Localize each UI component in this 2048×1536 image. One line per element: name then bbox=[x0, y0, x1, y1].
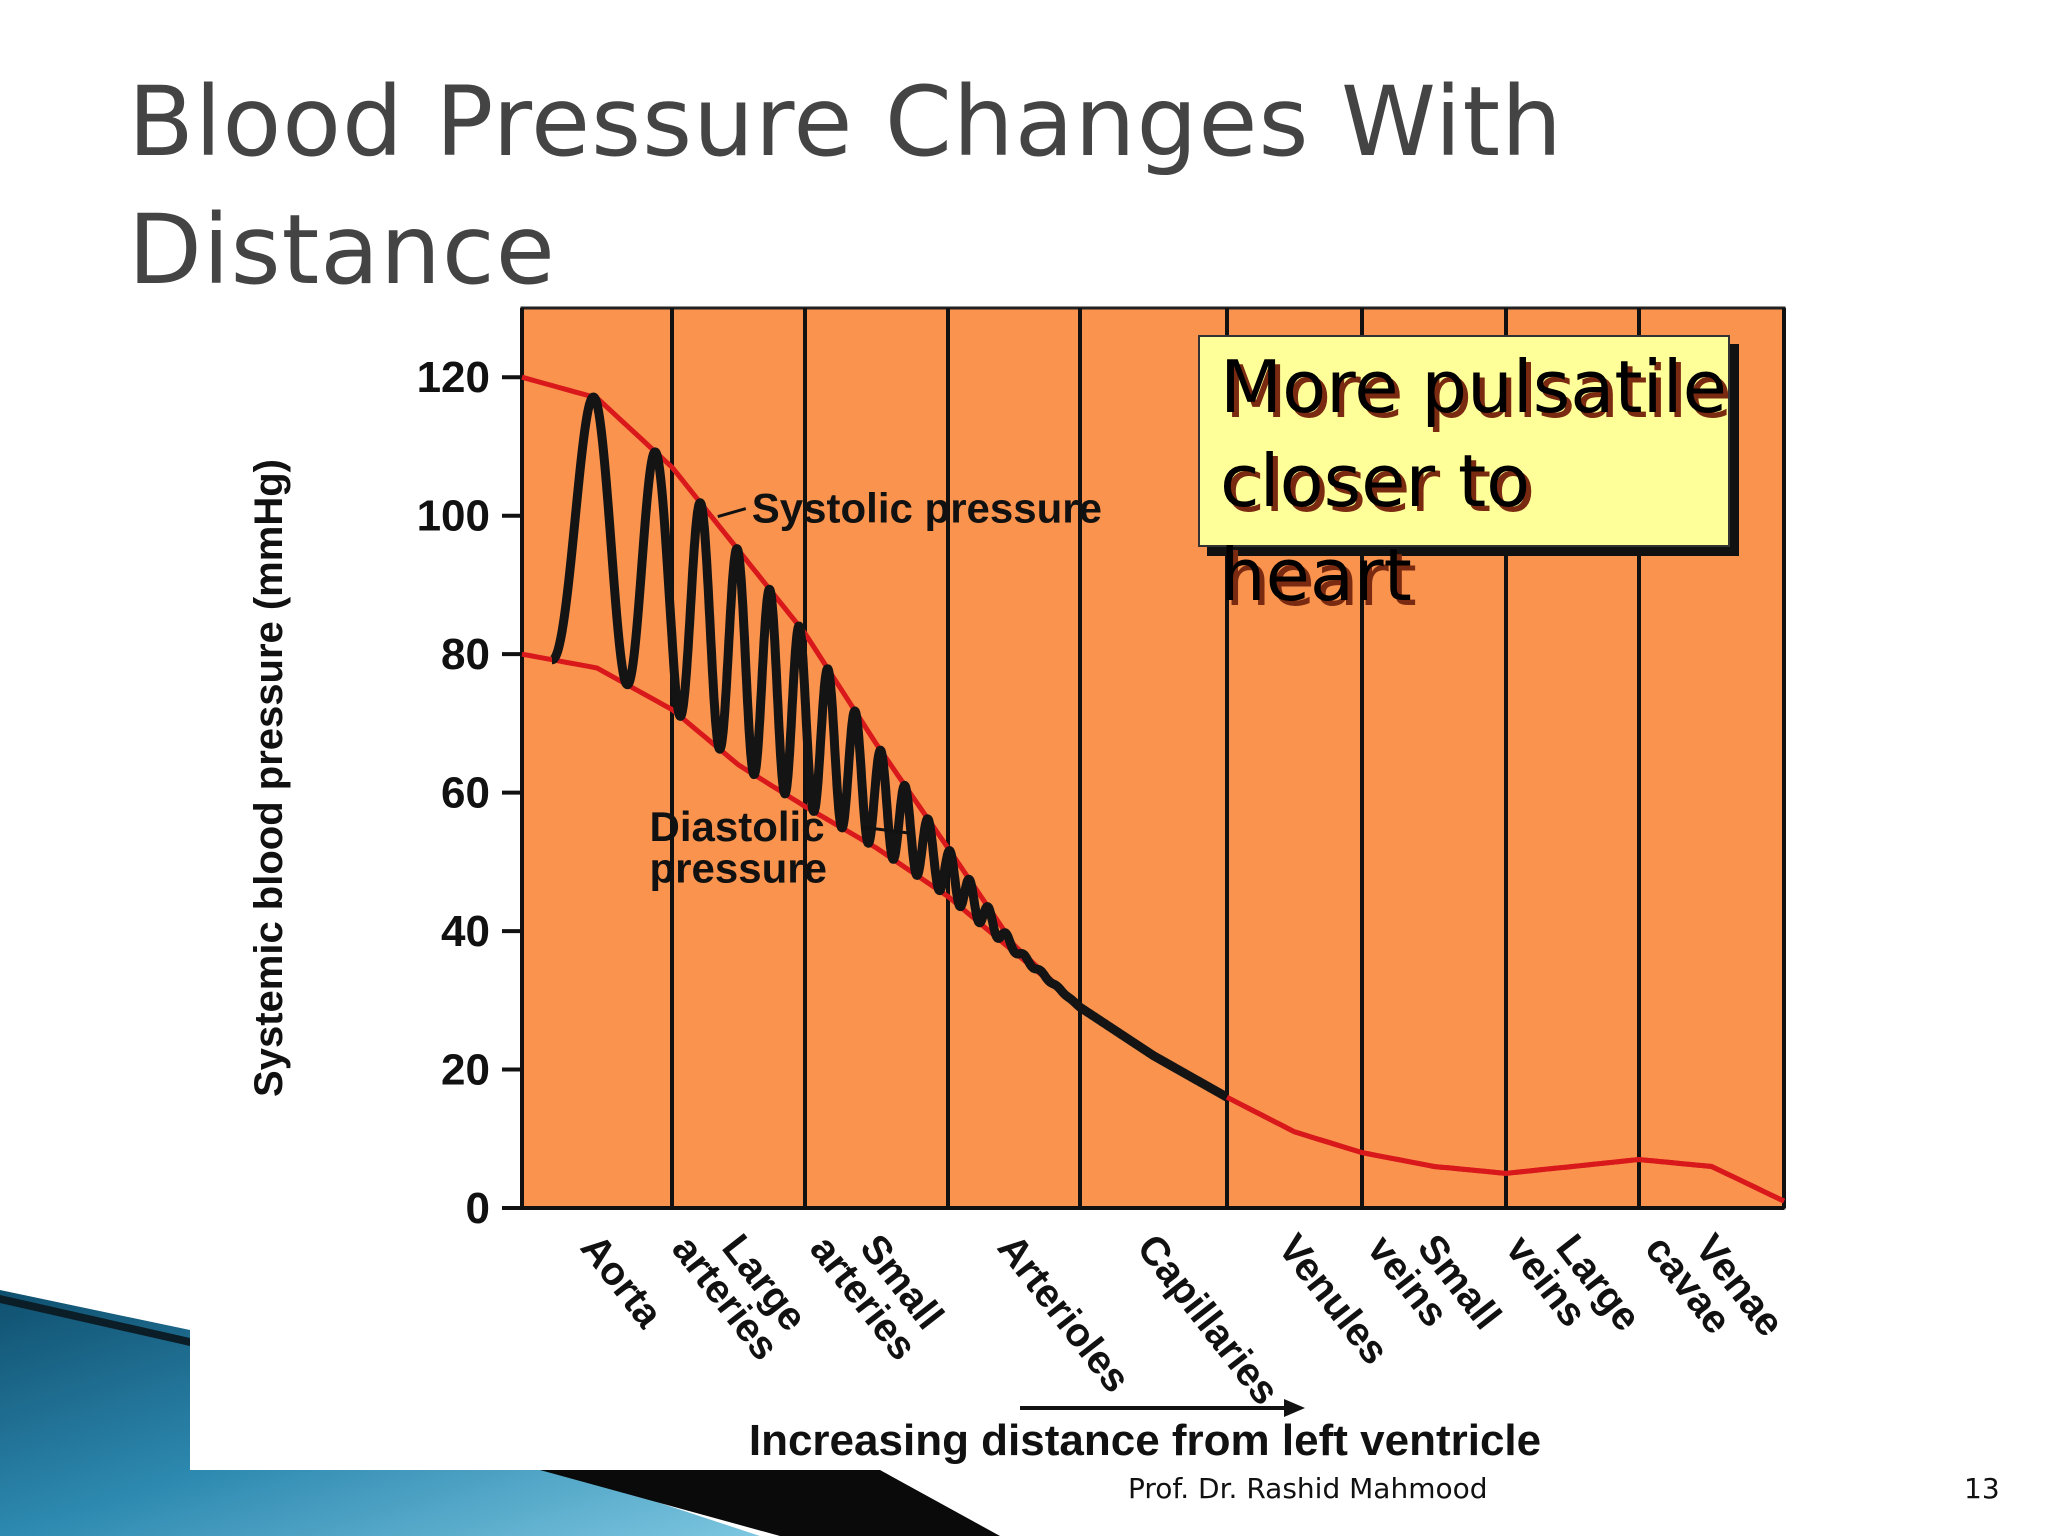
y-tick-label: 120 bbox=[417, 353, 490, 402]
corner-swoosh-dark bbox=[540, 1470, 1000, 1536]
y-tick-label: 80 bbox=[441, 630, 490, 679]
annotation-2: pressure bbox=[650, 845, 827, 892]
annotation-leaders bbox=[717, 507, 910, 835]
systolic-leader bbox=[717, 507, 747, 519]
y-axis: 0 20 40 60 80 100 120 bbox=[417, 353, 522, 1233]
y-axis-label: Systemic blood pressure (mmHg) bbox=[247, 459, 291, 1097]
y-tick-label: 0 bbox=[466, 1184, 490, 1233]
slide-title: Blood Pressure Changes With Distance bbox=[128, 66, 1563, 306]
footer-author: Prof. Dr. Rashid Mahmood bbox=[1128, 1472, 1488, 1505]
y-tick-label: 100 bbox=[417, 492, 490, 541]
corner-swoosh-edge bbox=[0, 1295, 190, 1346]
callout-box bbox=[1198, 335, 1730, 547]
callout-text: More pulsatile closer to heart bbox=[1220, 345, 1727, 617]
pressure-wave-line bbox=[548, 392, 1231, 1102]
distance-arrow-head bbox=[1284, 1399, 1305, 1417]
page-number: 13 bbox=[1964, 1472, 2000, 1505]
annotation-1: Diastolic bbox=[650, 803, 825, 850]
x-axis-label: Increasing distance from left ventricle bbox=[749, 1416, 1541, 1465]
diastolic-leader bbox=[861, 825, 910, 835]
y-tick-label: 40 bbox=[441, 907, 490, 956]
annotation-0: Systolic pressure bbox=[752, 485, 1102, 532]
y-tick-label: 60 bbox=[441, 769, 490, 818]
y-tick-label: 20 bbox=[441, 1046, 490, 1095]
